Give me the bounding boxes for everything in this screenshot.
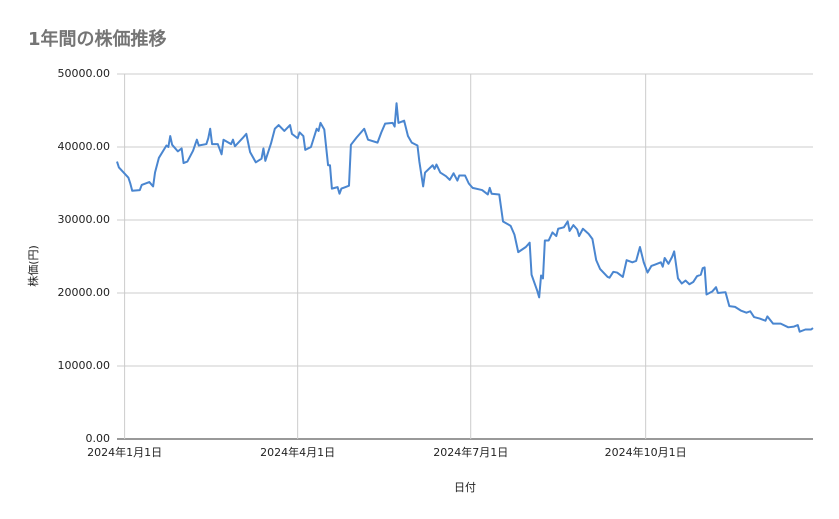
y-tick-label: 10000.00 bbox=[58, 359, 111, 372]
x-tick-label: 2024年10月1日 bbox=[605, 445, 687, 459]
line-series bbox=[116, 102, 814, 333]
x-axis-label: 日付 bbox=[454, 481, 476, 494]
y-tick-label: 50000.00 bbox=[58, 67, 111, 80]
y-tick-label: 40000.00 bbox=[58, 140, 111, 153]
y-axis-label: 株価(円) bbox=[26, 245, 40, 287]
x-tick-label: 2024年7月1日 bbox=[433, 445, 508, 459]
x-tick-label: 2024年1月1日 bbox=[87, 445, 162, 459]
y-tick-label: 20000.00 bbox=[58, 286, 111, 299]
y-tick-label: 30000.00 bbox=[58, 213, 111, 226]
chart-title: 1年間の株価推移 bbox=[28, 28, 167, 50]
y-tick-label: 0.00 bbox=[86, 432, 111, 445]
x-tick-label: 2024年4月1日 bbox=[260, 445, 335, 459]
